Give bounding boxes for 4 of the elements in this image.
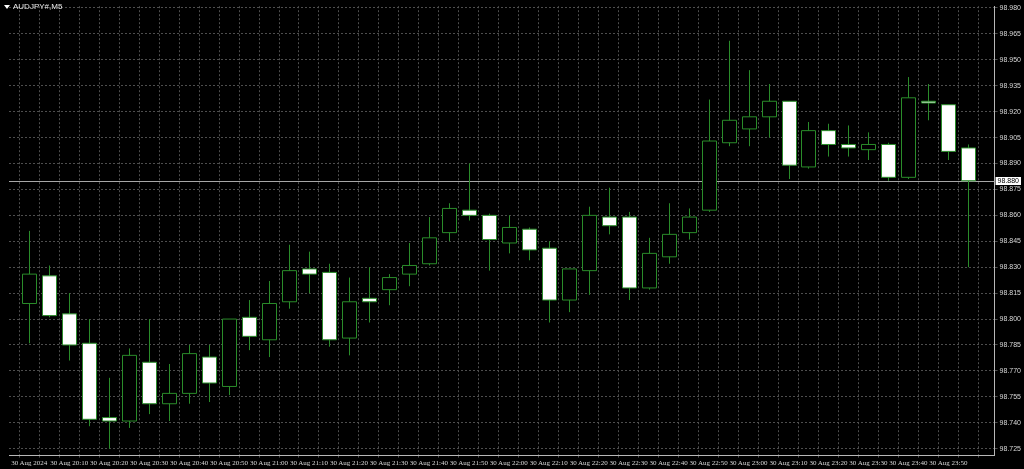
candlestick: [302, 251, 317, 294]
candlestick: [102, 377, 117, 450]
chart-title: AUDJPY#,M5: [13, 2, 63, 12]
candlestick: [821, 123, 836, 158]
